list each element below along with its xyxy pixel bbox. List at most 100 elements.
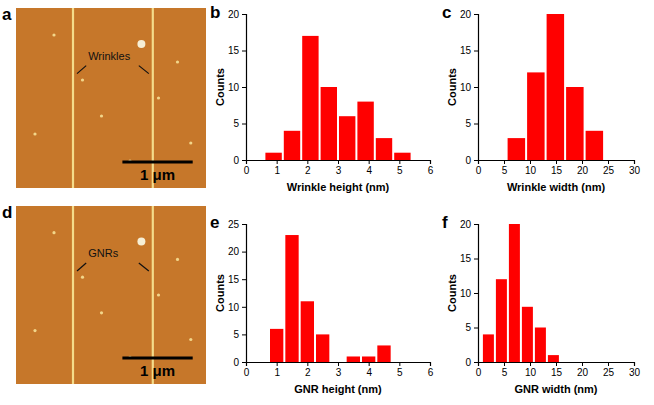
tick-label: 0 — [476, 165, 482, 176]
bar — [509, 224, 520, 362]
tick-label: 10 — [525, 367, 537, 378]
tick-label: 20 — [460, 9, 472, 20]
tick: 0 — [465, 357, 478, 368]
scale-label: 1 μm — [140, 362, 175, 379]
bar — [270, 329, 283, 362]
afm-image: GNRs1 μm — [16, 206, 206, 384]
tick: 0 — [465, 155, 478, 166]
tick-mark — [242, 14, 246, 15]
bar — [301, 301, 314, 362]
tick-label: 3 — [336, 367, 342, 378]
arrow — [139, 66, 149, 74]
tick: 15 — [460, 253, 478, 264]
tick-label: 10 — [228, 82, 240, 93]
bar — [496, 279, 507, 362]
figure: aWrinkles1 μm012345605101520Wrinkle heig… — [0, 0, 654, 405]
tick-mark — [430, 160, 431, 164]
bar — [508, 138, 525, 160]
tick: 20 — [460, 9, 478, 20]
tick: 6 — [428, 362, 434, 378]
bar — [347, 356, 360, 362]
tick-mark — [430, 362, 431, 366]
bars — [265, 36, 410, 160]
tick: 1 — [274, 362, 280, 378]
tick: 3 — [336, 362, 342, 378]
tick-label: 0 — [476, 367, 482, 378]
histogram-panel: 01234560510152025GNR height (nm)Countse — [210, 213, 434, 395]
bar — [547, 14, 565, 160]
tick-mark — [242, 224, 246, 225]
tick-label: 25 — [228, 219, 240, 230]
bar — [535, 328, 546, 363]
tick-label: 6 — [428, 165, 434, 176]
tick-mark — [530, 160, 531, 164]
bars — [508, 14, 603, 160]
tick-mark — [307, 160, 308, 164]
tick-mark — [504, 160, 505, 164]
tick: 10 — [525, 160, 537, 176]
tick-mark — [277, 362, 278, 366]
tick: 2 — [305, 160, 311, 176]
tick-label: 0 — [233, 155, 239, 166]
bar — [284, 131, 300, 160]
bar — [302, 36, 318, 160]
annotation: Wrinkles — [88, 50, 130, 62]
y-axis: 0510152025 — [228, 219, 247, 368]
tick-label: 2 — [305, 367, 311, 378]
tick: 0 — [244, 160, 250, 176]
tick-label: 30 — [629, 367, 641, 378]
speckle — [176, 258, 179, 261]
tick: 30 — [629, 362, 641, 378]
tick: 15 — [551, 362, 563, 378]
tick-label: 5 — [397, 367, 403, 378]
tick-mark — [530, 362, 531, 366]
tick-mark — [242, 279, 246, 280]
tick-label: 20 — [577, 367, 589, 378]
tick-mark — [504, 362, 505, 366]
y-axis-title: Counts — [446, 274, 458, 312]
tick-mark — [474, 87, 478, 88]
tick: 10 — [460, 288, 478, 299]
x-axis: 0123456 — [244, 362, 434, 378]
bar — [321, 87, 337, 160]
bar — [527, 72, 545, 160]
bar — [362, 356, 375, 362]
panel-letter: b — [210, 3, 220, 22]
bar — [265, 153, 281, 160]
particle — [137, 238, 145, 246]
bar — [483, 334, 494, 362]
scale-bar — [122, 161, 192, 164]
tick: 10 — [228, 302, 246, 313]
tick-mark — [242, 160, 246, 161]
tick-label: 15 — [551, 165, 563, 176]
tick: 20 — [228, 9, 246, 20]
speckle — [189, 141, 192, 144]
tick-mark — [474, 259, 478, 260]
tick-mark — [608, 160, 609, 164]
speckle — [81, 78, 84, 81]
tick-label: 15 — [228, 274, 240, 285]
tick-mark — [242, 124, 246, 125]
histogram-panel: 05101520253005101520GNR width (nm)Counts… — [442, 213, 640, 395]
scale-bar — [122, 357, 192, 360]
tick-label: 5 — [233, 118, 239, 129]
panel-letter: f — [442, 213, 448, 232]
speckle — [52, 231, 55, 234]
tick: 25 — [228, 219, 246, 230]
tick-mark — [399, 160, 400, 164]
tick-label: 15 — [460, 253, 472, 264]
speckle — [100, 114, 103, 117]
tick-mark — [608, 362, 609, 366]
bar — [339, 116, 355, 160]
tick-mark — [582, 362, 583, 366]
tick-mark — [474, 293, 478, 294]
speckle — [52, 33, 55, 36]
speckle — [33, 329, 36, 332]
speckle — [157, 96, 160, 99]
tick: 0 — [476, 160, 482, 176]
scale-label: 1 μm — [140, 166, 175, 183]
tick-label: 4 — [366, 367, 372, 378]
tick-label: 20 — [228, 9, 240, 20]
tick-label: 1 — [274, 367, 280, 378]
x-axis-title: Wrinkle height (nm) — [287, 181, 390, 193]
